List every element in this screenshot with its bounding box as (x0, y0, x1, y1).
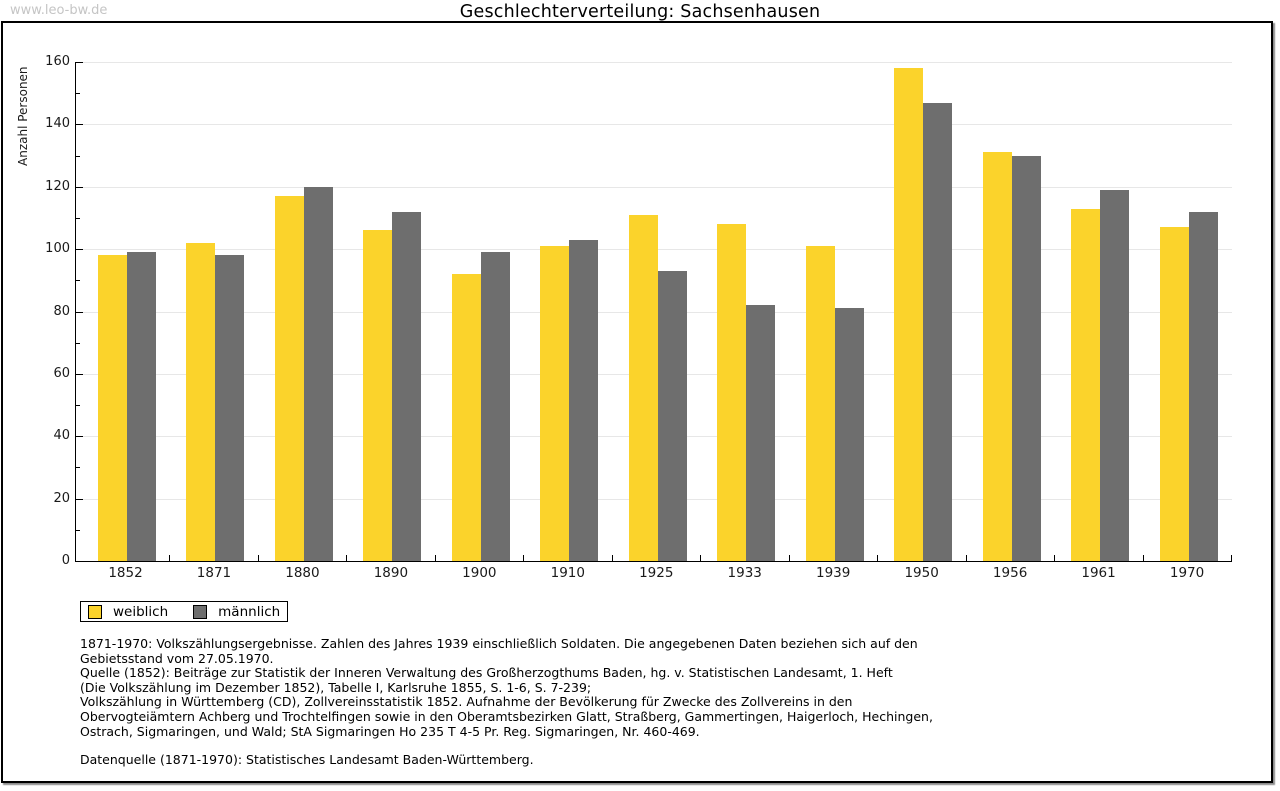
bar-männlich-1925 (657, 271, 687, 561)
bar-weiblich-1925 (628, 215, 658, 561)
y-tick-label-80: 80 (53, 303, 70, 319)
x-axis-label-1933: 1933 (727, 565, 762, 581)
bar-weiblich-1970 (1159, 227, 1189, 561)
x-axis-label-1950: 1950 (904, 565, 939, 581)
y-tick-minor-10 (76, 529, 80, 531)
y-tick-label-140: 140 (45, 116, 70, 132)
footnote-line: Quelle (1852): Beiträge zur Statistik de… (80, 665, 893, 681)
legend-swatch-maennlich (193, 604, 208, 619)
bar-männlich-1880 (303, 187, 333, 561)
chart-legend: weiblich männlich (80, 601, 288, 622)
x-axis-label-1956: 1956 (992, 565, 1028, 581)
x-axis-label-1900: 1900 (462, 565, 497, 581)
x-tick-2 (257, 555, 259, 561)
gridline-160 (76, 62, 1232, 63)
footnote-line: 1871-1970: Volkszählungsergebnisse. Zahl… (80, 636, 918, 651)
gridline-120 (76, 186, 1232, 188)
bar-männlich-1933 (746, 305, 776, 561)
x-tick-5 (523, 555, 525, 561)
bar-männlich-1939 (834, 308, 864, 561)
y-tick-40 (76, 436, 83, 438)
y-tick-minor-110 (76, 217, 80, 219)
x-axis-label-1890: 1890 (373, 565, 409, 581)
x-tick-12 (1142, 555, 1144, 561)
page-title: Geschlechterverteilung: Sachsenhausen (459, 2, 821, 22)
bar-männlich-1910 (569, 240, 599, 561)
footnote-line: Volkszählung in Württemberg (CD), Zollve… (80, 694, 853, 710)
bar-männlich-1852 (127, 252, 156, 561)
footnote-line: Obervogteiämtern Achberg und Trochtelfin… (80, 708, 933, 724)
x-tick-7 (700, 555, 702, 561)
x-axis-label-1910: 1910 (550, 565, 585, 581)
y-tick-label-40: 40 (53, 428, 70, 444)
bar-weiblich-1900 (451, 274, 481, 561)
bar-weiblich-1880 (274, 196, 304, 561)
x-tick-1 (169, 555, 171, 561)
x-tick-9 (877, 555, 879, 561)
y-tick-label-0: 0 (61, 553, 70, 568)
y-tick-20 (76, 498, 83, 500)
y-axis-title: Anzahl Personen (16, 66, 30, 166)
datasource-line: Datenquelle (1871-1970): Statistisches L… (80, 752, 534, 768)
bar-männlich-1956 (1011, 156, 1041, 561)
y-tick-minor-130 (76, 155, 80, 157)
x-axis-label-1970: 1970 (1169, 565, 1205, 581)
x-tick-10 (965, 555, 967, 561)
x-axis-label-1880: 1880 (285, 565, 320, 581)
bar-weiblich-1910 (540, 246, 570, 561)
x-tick-11 (1054, 555, 1056, 561)
bar-männlich-1950 (923, 103, 953, 561)
bar-weiblich-1871 (186, 243, 216, 561)
watermark: www.leo-bw.de (10, 3, 108, 18)
x-tick-13 (1231, 555, 1232, 561)
y-tick-80 (76, 311, 83, 313)
y-tick-label-120: 120 (45, 178, 70, 194)
x-axis-label-1925: 1925 (639, 565, 674, 581)
y-tick-100 (76, 249, 83, 251)
x-axis-label-1939: 1939 (816, 565, 851, 581)
y-tick-label-60: 60 (53, 365, 70, 381)
y-tick-60 (76, 373, 83, 375)
footnote-line: (Die Volkszählung im Dezember 1852), Tab… (80, 679, 592, 695)
bar-männlich-1900 (480, 252, 510, 561)
y-tick-label-160: 160 (45, 54, 70, 69)
bar-weiblich-1852 (98, 255, 127, 561)
y-tick-160 (76, 62, 83, 63)
legend-label-maennlich: männlich (218, 603, 281, 620)
y-tick-120 (76, 186, 83, 188)
x-axis-label-1852: 1852 (108, 565, 143, 581)
footnote-line: Ostrach, Sigmaringen, und Wald; StA Sigm… (80, 723, 700, 739)
x-tick-4 (434, 555, 436, 561)
bar-männlich-1961 (1100, 190, 1130, 561)
legend-label-weiblich: weiblich (113, 603, 169, 620)
y-tick-label-20: 20 (53, 490, 70, 506)
x-tick-6 (611, 555, 613, 561)
gridline-140 (76, 124, 1232, 126)
footnote-block: 1871-1970: Volkszählungsergebnisse. Zahl… (80, 636, 933, 768)
x-axis-label-1961: 1961 (1081, 565, 1116, 581)
x-tick-8 (788, 555, 790, 561)
bar-weiblich-1890 (363, 230, 393, 561)
y-tick-minor-50 (76, 405, 80, 407)
y-tick-label-100: 100 (45, 241, 70, 257)
y-tick-minor-30 (76, 467, 80, 469)
bar-weiblich-1933 (717, 224, 747, 561)
x-tick-3 (346, 555, 348, 561)
bar-weiblich-1956 (982, 152, 1012, 561)
legend-swatch-weiblich (88, 604, 102, 619)
bar-männlich-1970 (1188, 212, 1218, 561)
bar-weiblich-1961 (1071, 209, 1101, 561)
y-tick-minor-70 (76, 342, 80, 344)
bar-weiblich-1939 (805, 246, 835, 561)
bar-männlich-1871 (215, 255, 245, 561)
y-tick-140 (76, 124, 83, 126)
y-tick-minor-150 (76, 93, 80, 95)
x-axis-label-1871: 1871 (196, 565, 232, 581)
y-tick-minor-90 (76, 280, 80, 282)
plot-area (75, 62, 1232, 562)
bar-weiblich-1950 (894, 68, 924, 561)
footnote-line: Gebietsstand vom 27.05.1970. (80, 650, 274, 666)
bar-männlich-1890 (392, 212, 422, 561)
